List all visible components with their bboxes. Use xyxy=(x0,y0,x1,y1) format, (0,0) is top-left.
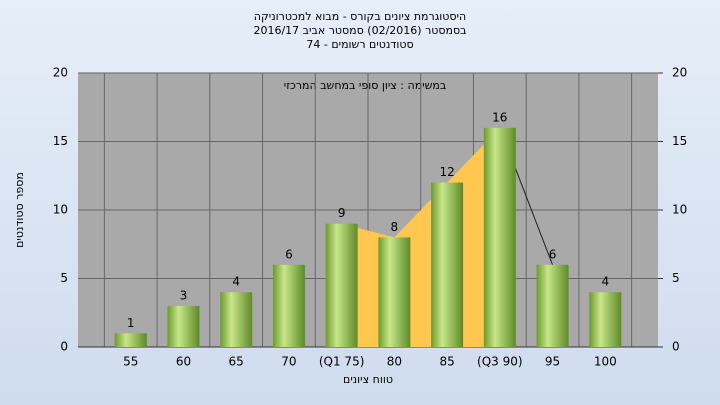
bar xyxy=(325,223,358,347)
y2-tick-label: 0 xyxy=(672,340,680,354)
y-axis-label: מספר סטודנטים xyxy=(13,172,26,248)
y2-tick-label: 10 xyxy=(672,203,687,217)
bar xyxy=(220,292,253,347)
chart-subtitle: בסמסטר (02/2016) סמסטר אביב 2016/17 xyxy=(253,24,466,37)
data-label: 3 xyxy=(180,288,188,302)
data-label: 6 xyxy=(285,247,293,261)
y2-tick-label: 20 xyxy=(672,66,687,80)
x-tick-label: 95 xyxy=(545,355,560,369)
bar xyxy=(167,305,200,347)
data-label: 1 xyxy=(127,316,135,330)
y-tick-label: 15 xyxy=(53,134,68,148)
data-label: 9 xyxy=(338,206,346,220)
x-tick-label: 100 xyxy=(594,355,617,369)
bar xyxy=(483,127,516,347)
x-axis-label: טווח ציונים xyxy=(343,373,393,386)
x-tick-label: 55 xyxy=(123,355,138,369)
bar xyxy=(272,264,305,347)
data-label: 16 xyxy=(492,110,507,124)
x-tick-label: 65 xyxy=(229,355,244,369)
x-tick-label: (Q3 90) xyxy=(477,355,523,369)
x-tick-label: 60 xyxy=(176,355,191,369)
data-label: 8 xyxy=(391,220,399,234)
bar xyxy=(378,237,411,347)
chart-title: היסטוגרמת ציונים בקורס - מבוא למכטרוניקה xyxy=(254,10,466,23)
y-tick-label: 0 xyxy=(60,340,68,354)
y-tick-label: 20 xyxy=(53,66,68,80)
data-label: 4 xyxy=(232,275,240,289)
bar xyxy=(536,264,569,347)
x-tick-label: 70 xyxy=(281,355,296,369)
chart-subtitle: סטודנטים רשומים - 74 xyxy=(306,38,413,51)
x-tick-label: 80 xyxy=(387,355,402,369)
y-tick-label: 10 xyxy=(53,203,68,217)
bar xyxy=(589,292,622,347)
bar xyxy=(114,333,147,347)
x-tick-label: 85 xyxy=(439,355,454,369)
bar xyxy=(431,182,464,347)
annotation: במשימה : ציון סופי במחשב המרכזי xyxy=(284,79,447,92)
y2-tick-label: 5 xyxy=(672,271,680,285)
y2-tick-label: 15 xyxy=(672,134,687,148)
x-tick-label: (Q1 75) xyxy=(319,355,365,369)
y-tick-label: 5 xyxy=(60,271,68,285)
data-label: 4 xyxy=(601,275,609,289)
data-label: 12 xyxy=(439,165,454,179)
data-label: 6 xyxy=(549,247,557,261)
